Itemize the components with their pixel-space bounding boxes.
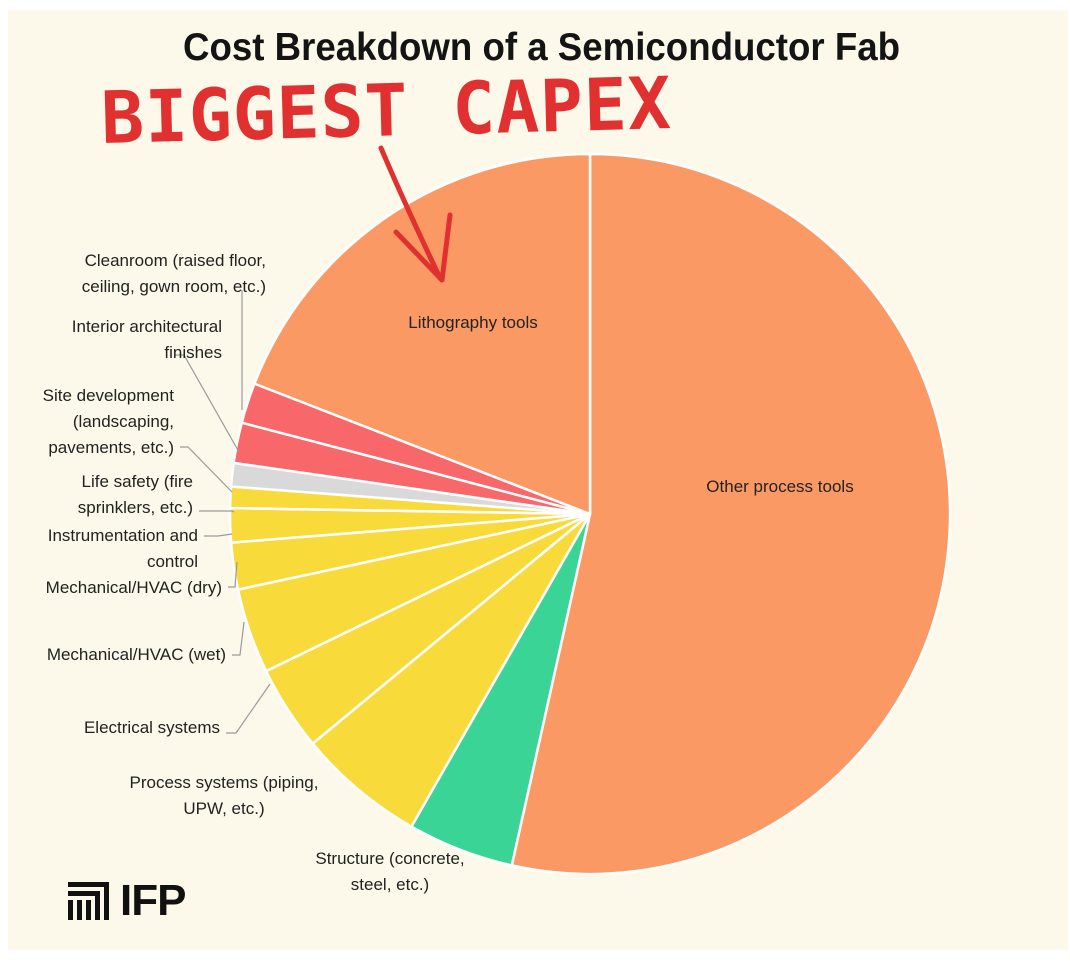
slice-label-mechanical-hvac-dry: Mechanical/HVAC (dry) [46,578,222,597]
pie-slices [228,152,952,876]
leader-line-mechanical-hvac-wet [232,621,245,656]
slice-label-lithography-tools: Lithography tools [408,313,537,332]
pie-slice-lithography-tools [253,152,592,516]
slice-label-site-development-landscaping-pavements-etc: Site development (landscaping, pavements, … [43,386,175,457]
chart-title: Cost Breakdown of a Semiconductor Fab [183,26,901,69]
slice-label-structure-concrete-steel-etc: Structure (concrete, steel, etc.) [315,849,464,894]
leader-line-mechanical-hvac-dry [228,561,238,588]
leader-line-instrumentation-and-control [204,533,233,537]
leader-line-life-safety-fire-sprinklers-etc [199,510,235,513]
slice-label-instrumentation-and-control: Instrumentation and control [48,526,198,571]
annotation-arrow [378,145,453,283]
ifp-logo-icon [68,882,109,920]
pie-slice-process-systems-piping-upw-etc [311,512,592,828]
slice-label-life-safety-fire-sprinklers-etc: Life safety (fire sprinklers, etc.) [78,472,193,517]
ifp-logo-text: IFP [120,876,186,925]
slice-label-interior-architectural-finishes: Interior architectural finishes [72,317,222,362]
pie-chart: Other process tools Structure (concrete, s… [43,145,952,894]
slice-label-process-systems-piping-upw-etc: Process systems (piping, UPW, etc.) [130,773,319,818]
slice-label-other-process-tools: Other process tools [706,477,853,496]
leader-line-interior-architectural-finishes [174,354,240,453]
pie-slice-other-process-tools [510,152,952,876]
label-leader-lines [174,290,271,734]
leader-line-site-development-landscaping-pavements-etc [180,446,233,493]
slice-label-electrical-systems: Electrical systems [84,718,220,737]
biggest-capex-annotation: BIGGEST CAPEX [100,61,673,160]
leader-line-electrical-systems [226,683,271,734]
chart-canvas: Other process tools Structure (concrete, s… [8,10,1068,950]
ifp-logo: IFP [68,876,186,926]
slice-label-mechanical-hvac-wet: Mechanical/HVAC (wet) [47,645,226,664]
annotation-arrow-head [393,212,453,283]
slice-label-cleanroom-raised-floor-ceiling-gown-room-etc: Cleanroom (raised floor, ceiling, gown ro… [82,251,266,296]
annotation-arrow-shaft [378,145,443,281]
slice-labels: Other process tools Structure (concrete, s… [43,251,854,894]
